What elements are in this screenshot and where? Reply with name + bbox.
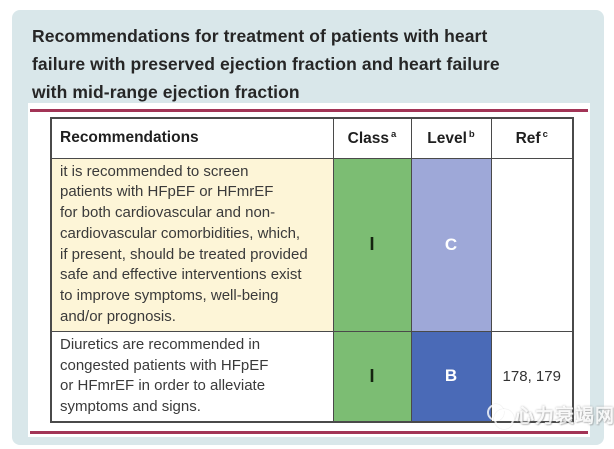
table-header-row: Recommendations Class a Level b Ref c [50,117,574,159]
bottom-red-rule [30,431,588,434]
figure-title: Recommendations for treatment of patient… [32,26,500,102]
col-header-ref: Ref c [490,117,574,159]
col-header-class: Class a [332,117,412,159]
ref-cell: 178, 179 [490,330,574,423]
recommendation-text: it is recommended to screen patients wit… [50,157,334,332]
watermark-text: 心力衰竭网 [515,406,614,427]
watermark: 心力衰竭网 [486,401,614,429]
watermark-logo-icon [486,402,514,429]
recommendations-table: Recommendations Class a Level b Ref c it is… [50,117,574,424]
level-cell: C [410,157,492,332]
table-row-diuretics: Diuretics are recommended in congested p… [50,330,574,423]
ref-cell [490,157,574,332]
ref-header-superscript: c [542,128,548,140]
recommendation-text: Diuretics are recommended in congested p… [50,330,334,423]
class-header-superscript: a [391,128,397,140]
level-header-superscript: b [468,128,475,140]
col-header-recommendations: Recommendations [50,117,334,159]
top-red-rule [30,109,588,112]
level-header-label: Level [427,129,467,147]
col-header-level: Level b [410,117,492,159]
table-row-screening: it is recommended to screen patients wit… [50,157,574,332]
class-header-label: Class [347,129,390,147]
ref-header-label: Ref [515,129,541,147]
class-cell: I [332,157,412,332]
level-cell: B [410,330,492,423]
class-cell: I [332,330,412,423]
